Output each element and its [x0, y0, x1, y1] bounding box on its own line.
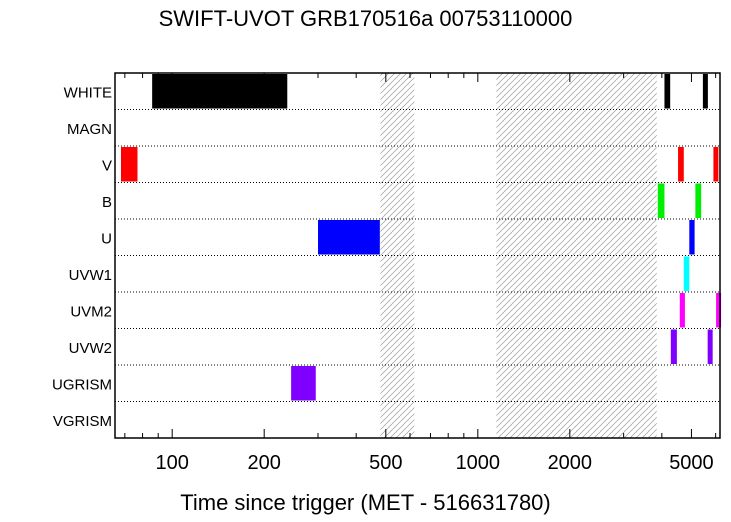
chart-title: SWIFT-UVOT GRB170516a 00753110000	[158, 6, 573, 31]
x-tick-label: 200	[247, 452, 280, 474]
row-label-uvw2: UVW2	[69, 340, 112, 357]
row-labels: WHITE MAGN V B U UVW1 UVM2 UVW2 UGRISM VGRISM	[52, 84, 112, 430]
row-label-vgrism: VGRISM	[53, 413, 112, 430]
exposure-bar-v	[120, 147, 138, 182]
exposure-bar-uvw1	[683, 256, 690, 291]
row-label-magn: MAGN	[67, 121, 112, 138]
row-label-uvw1: UVW1	[69, 267, 112, 284]
x-tick-label: 1000	[456, 452, 501, 474]
exposure-bar-v	[678, 147, 684, 182]
x-axis-ticks: 100 200 500 1000 2000 5000	[124, 73, 717, 474]
x-tick-label: 100	[155, 452, 188, 474]
exposure-bar-v	[713, 147, 719, 182]
exposure-bar-b	[657, 183, 665, 218]
exposure-bar-uvw2	[670, 329, 677, 364]
row-label-u: U	[101, 230, 112, 247]
exposure-bar-ugrism	[291, 366, 316, 401]
exposure-bars	[120, 74, 722, 401]
exposure-bar-u	[318, 220, 380, 255]
x-tick-label: 2000	[548, 452, 593, 474]
row-label-b: B	[102, 194, 112, 211]
exposure-bar-u	[689, 220, 695, 255]
exposure-bar-white	[664, 74, 671, 109]
x-tick-label: 500	[369, 452, 402, 474]
plot-frame	[114, 72, 721, 439]
row-label-white: WHITE	[64, 84, 112, 101]
x-axis-label: Time since trigger (MET - 516631780)	[180, 490, 551, 515]
x-tick-label: 5000	[669, 452, 714, 474]
exposure-bar-white	[152, 74, 288, 109]
exposure-bar-uvw2	[707, 329, 713, 364]
exposure-bar-uvm2	[716, 293, 722, 328]
row-label-ugrism: UGRISM	[52, 376, 112, 393]
exposure-bar-white	[702, 74, 708, 109]
row-separators	[115, 109, 720, 402]
exposure-bar-uvm2	[679, 293, 685, 328]
exposure-bar-b	[695, 183, 702, 218]
row-label-uvm2: UVM2	[70, 303, 112, 320]
row-label-v: V	[102, 157, 112, 174]
